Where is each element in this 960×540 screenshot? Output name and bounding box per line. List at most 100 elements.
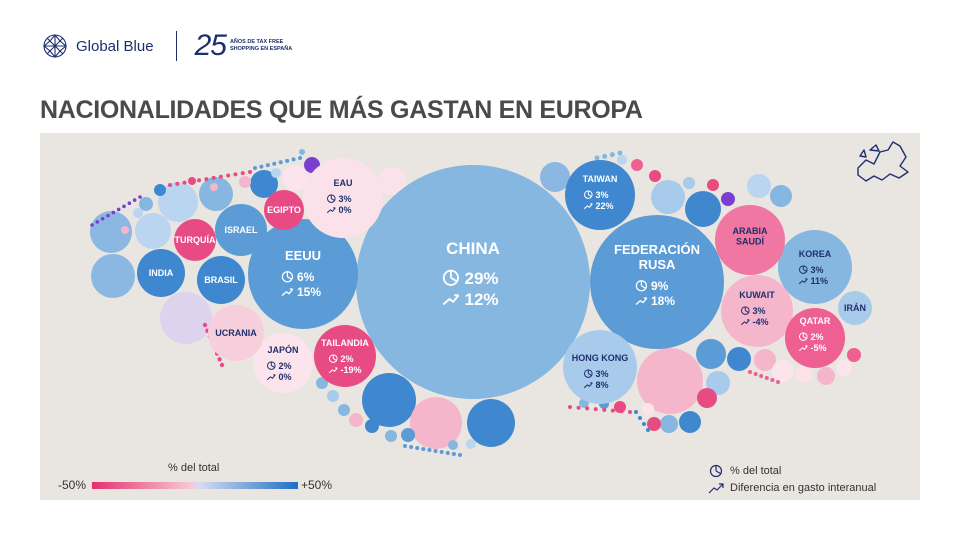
decor-bubble bbox=[540, 162, 570, 192]
trend-icon bbox=[266, 374, 276, 381]
decor-dot bbox=[272, 161, 277, 166]
europe-map-icon bbox=[857, 141, 909, 182]
pie-icon-slice bbox=[330, 194, 335, 201]
share-legend-row: % del total bbox=[708, 462, 908, 479]
country-name: TAILANDIA bbox=[321, 338, 369, 348]
anniversary-tagline: AÑOS DE TAX FREE SHOPPING EN ESPAÑA bbox=[229, 39, 293, 52]
decor-dot bbox=[619, 409, 624, 414]
growth-value: 11% bbox=[811, 276, 829, 286]
decor-bubble bbox=[160, 292, 212, 344]
bubble-circle bbox=[174, 219, 216, 261]
country-name: RUSA bbox=[639, 257, 676, 272]
decor-bubble bbox=[466, 439, 476, 449]
growth-value: -5% bbox=[811, 343, 827, 353]
decor-bubble bbox=[327, 390, 339, 402]
decor-bubble bbox=[697, 388, 717, 408]
trend-icon bbox=[583, 203, 593, 210]
decor-dot bbox=[609, 152, 615, 158]
decor-bubble bbox=[685, 191, 721, 227]
decor-bubble bbox=[836, 360, 852, 376]
country-name: SAUDÍ bbox=[736, 236, 765, 246]
growth-value: 15% bbox=[297, 285, 321, 299]
decor-dot bbox=[593, 407, 598, 412]
pie-icon-slice bbox=[332, 354, 337, 361]
decor-dot bbox=[291, 157, 296, 162]
share-value: 9% bbox=[651, 279, 669, 293]
pie-icon-slice bbox=[450, 270, 458, 283]
country-bubble: EEUU 6%15% bbox=[248, 219, 358, 329]
pie-icon bbox=[709, 464, 723, 477]
decor-bubble bbox=[772, 360, 794, 382]
bubble-circle bbox=[565, 160, 635, 230]
color-scale-legend: % del total -50% +50% bbox=[58, 462, 358, 492]
decor-bubble bbox=[795, 365, 813, 383]
decor-bubble bbox=[770, 185, 792, 207]
decor-dot bbox=[217, 357, 222, 362]
decor-dot bbox=[218, 174, 223, 179]
share-value: 2% bbox=[279, 361, 292, 371]
decor-bubble bbox=[707, 179, 719, 191]
bubble-circle bbox=[303, 158, 383, 238]
decor-dot bbox=[753, 372, 758, 376]
pie-icon bbox=[281, 271, 294, 283]
decor-dot bbox=[122, 204, 126, 209]
decor-bubble bbox=[642, 403, 654, 415]
decor-dot bbox=[770, 378, 775, 382]
bubble-circle bbox=[356, 165, 590, 399]
decor-bubble bbox=[316, 377, 328, 389]
growth-legend-label: Diferencia en gasto interanual bbox=[730, 481, 877, 494]
decor-dot bbox=[610, 408, 615, 413]
decor-dot bbox=[127, 201, 132, 206]
decor-bubble bbox=[647, 417, 661, 431]
scale-gradient-bar bbox=[92, 482, 298, 489]
country-name: UCRANIA bbox=[215, 328, 257, 338]
decor-dot bbox=[197, 178, 202, 183]
decor-bubble bbox=[817, 367, 835, 385]
country-name: IRÁN bbox=[844, 303, 866, 313]
country-bubble: BRASIL bbox=[197, 256, 245, 304]
growth-value: 0% bbox=[279, 372, 292, 382]
decor-dot bbox=[594, 155, 600, 161]
bubble-circle bbox=[563, 330, 637, 404]
decor-dot bbox=[748, 370, 752, 374]
decor-dot bbox=[175, 181, 180, 186]
decor-dot bbox=[421, 447, 426, 451]
decor-bubble bbox=[154, 184, 166, 196]
decor-dot bbox=[409, 445, 414, 449]
growth-value: 12% bbox=[465, 290, 499, 309]
decor-bubble bbox=[847, 348, 861, 362]
decor-dot bbox=[259, 164, 264, 169]
bubble-circle bbox=[715, 205, 785, 275]
country-bubble: KUWAIT 3%-4% bbox=[721, 275, 793, 347]
decor-dot bbox=[642, 422, 646, 426]
decor-bubble bbox=[649, 170, 661, 182]
global-blue-globe-icon bbox=[43, 34, 67, 58]
pie-icon-slice bbox=[802, 332, 807, 339]
decor-dot bbox=[638, 416, 642, 420]
country-bubble: HONG KONG 3%8% bbox=[563, 330, 637, 404]
country-name: FEDERACIÓN bbox=[614, 242, 700, 257]
growth-value: -4% bbox=[753, 317, 769, 327]
country-name: ISRAEL bbox=[224, 225, 258, 235]
share-legend-label: % del total bbox=[730, 464, 782, 477]
decor-dot bbox=[451, 452, 456, 456]
decor-bubble bbox=[299, 149, 305, 155]
decor-dot bbox=[253, 166, 257, 170]
icon-legend: % del total Diferencia en gasto interanu… bbox=[708, 462, 908, 496]
pie-icon-slice bbox=[802, 265, 807, 272]
decor-dot bbox=[585, 406, 590, 411]
country-bubble: TURQUÍA bbox=[174, 219, 216, 261]
decor-dot bbox=[458, 453, 462, 457]
scale-min: -50% bbox=[58, 478, 87, 492]
decor-dot bbox=[233, 172, 238, 177]
decor-bubble bbox=[349, 413, 363, 427]
decor-bubble bbox=[660, 415, 678, 433]
decor-bubble bbox=[338, 404, 350, 416]
growth-value: 0% bbox=[339, 205, 352, 215]
share-value: 3% bbox=[596, 190, 609, 200]
decor-bubble bbox=[631, 159, 643, 171]
bubble-circle bbox=[248, 219, 358, 329]
decor-dot bbox=[138, 195, 142, 199]
decor-dot bbox=[285, 158, 290, 163]
decor-dot bbox=[116, 207, 121, 212]
